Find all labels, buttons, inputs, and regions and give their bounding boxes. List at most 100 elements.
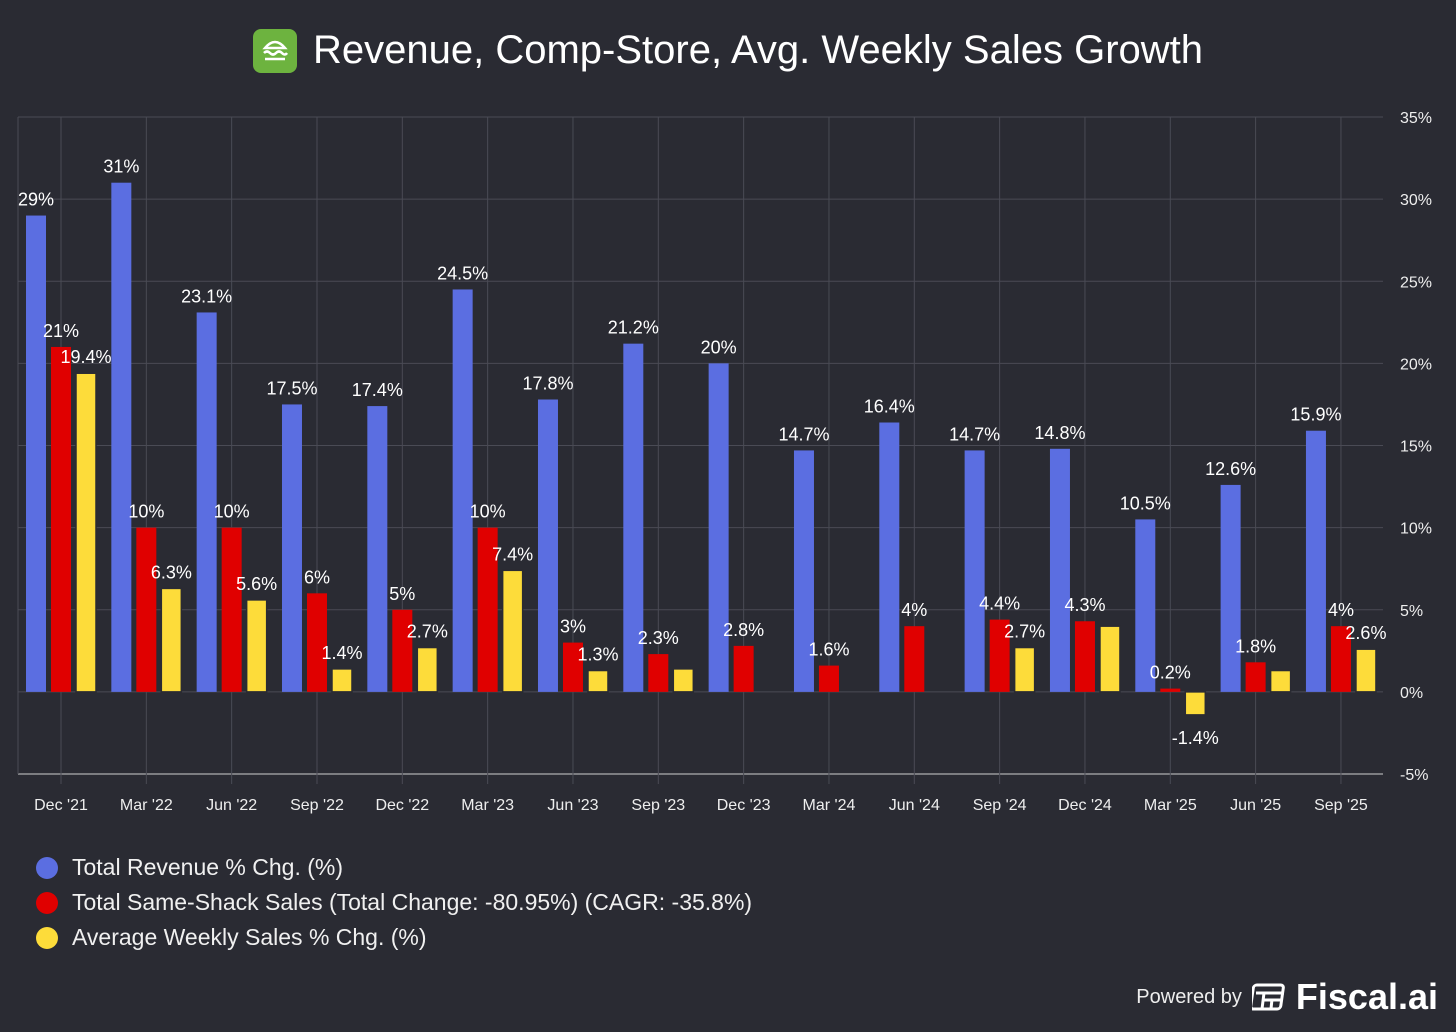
- legend-dot-icon: [36, 891, 58, 914]
- data-label: 4%: [901, 600, 927, 620]
- bar-same-shack: [136, 527, 157, 692]
- bar-revenue: [111, 182, 132, 692]
- bar-same-shack: [1160, 688, 1181, 692]
- bar-revenue: [537, 399, 558, 692]
- data-label: 3%: [560, 617, 586, 637]
- data-label: 14.8%: [1034, 423, 1085, 443]
- bar-avg-weekly: [672, 668, 695, 693]
- y-tick-label: 10%: [1400, 521, 1432, 538]
- legend-label: Total Revenue % Chg. (%): [72, 854, 344, 880]
- chart-title-bar: Revenue, Comp-Store, Avg. Weekly Sales G…: [0, 28, 1456, 73]
- powered-by: Powered by Fiscal.ai: [1136, 976, 1438, 1018]
- x-tick-label: Dec '21: [34, 797, 88, 814]
- data-label: 4.4%: [979, 594, 1020, 614]
- bar-same-shack: [648, 654, 669, 692]
- bar-same-shack: [392, 609, 413, 692]
- powered-by-label: Powered by: [1136, 985, 1242, 1008]
- data-label: 7.4%: [492, 544, 533, 564]
- data-label: 21%: [43, 321, 79, 341]
- bar-avg-weekly: [160, 587, 183, 693]
- data-label: 17.4%: [352, 380, 403, 400]
- data-label: 4%: [1328, 600, 1354, 620]
- legend: Total Revenue % Chg. (%) Total Same-Shack…: [36, 850, 752, 955]
- data-label: 1.8%: [1235, 636, 1276, 656]
- bar-same-shack: [818, 665, 839, 692]
- bar-avg-weekly: [501, 569, 524, 693]
- data-label: 15.9%: [1290, 405, 1341, 425]
- bar-avg-weekly: [416, 646, 439, 693]
- legend-label: Total Same-Shack Sales (Total Change: -8…: [72, 889, 753, 915]
- bar-avg-weekly: [1013, 646, 1036, 693]
- bar-revenue: [1135, 519, 1156, 692]
- bar-same-shack: [904, 626, 925, 692]
- bar-same-shack: [477, 527, 498, 692]
- bar-revenue: [964, 450, 985, 692]
- data-label: 14.7%: [778, 424, 829, 444]
- bar-avg-weekly: [1184, 691, 1207, 716]
- data-label: 2.6%: [1345, 623, 1386, 643]
- fiscal-brand: Fiscal.ai: [1295, 976, 1438, 1017]
- bar-same-shack: [1245, 662, 1266, 692]
- bar-avg-weekly: [587, 669, 609, 693]
- x-tick-label: Jun '25: [1230, 797, 1281, 814]
- bar-same-shack: [733, 645, 754, 692]
- bar-chart: -5% 0% 5% 10% 15% 20% 25% 30% 35% Dec '21 Mar '22 J…: [17, 110, 1432, 814]
- legend-item[interactable]: Total Revenue % Chg. (%): [36, 850, 752, 885]
- x-tick-label: Sep '23: [631, 797, 685, 814]
- bar-avg-weekly: [1355, 648, 1377, 693]
- x-tick-label: Dec '22: [375, 797, 429, 814]
- data-label: 19.4%: [60, 347, 111, 367]
- data-label: 12.6%: [1205, 459, 1256, 479]
- data-label: 17.8%: [522, 374, 573, 394]
- x-tick-label: Mar '22: [120, 797, 173, 814]
- data-label: 5%: [389, 584, 415, 604]
- bar-revenue: [879, 422, 900, 692]
- data-label: 29%: [18, 190, 54, 210]
- bar-same-shack: [1074, 621, 1095, 692]
- data-label: 2.7%: [1004, 622, 1045, 642]
- data-label: 14.7%: [949, 424, 1000, 444]
- bar-revenue: [793, 450, 814, 692]
- bar-revenue: [367, 406, 388, 692]
- data-label: 1.3%: [577, 645, 618, 665]
- bar-revenue: [1220, 484, 1241, 692]
- y-tick-label: 35%: [1400, 110, 1432, 127]
- legend-item[interactable]: Average Weekly Sales % Chg. (%): [36, 920, 752, 955]
- data-label: 6.3%: [151, 562, 192, 582]
- y-tick-label: 30%: [1400, 192, 1432, 209]
- bar-revenue: [26, 215, 46, 692]
- x-tick-label: Jun '22: [206, 797, 257, 814]
- y-tick-label: 25%: [1400, 274, 1432, 291]
- data-label: -1.4%: [1172, 728, 1219, 748]
- bar-same-shack: [1330, 626, 1351, 692]
- data-label: 20%: [701, 337, 737, 357]
- data-label: 6%: [304, 567, 330, 587]
- data-label: 0.2%: [1150, 663, 1191, 683]
- data-label: 4.3%: [1064, 595, 1105, 615]
- data-label: 2.8%: [723, 620, 764, 640]
- data-label: 23.1%: [181, 286, 232, 306]
- bar-revenue: [196, 312, 217, 692]
- bar-same-shack: [51, 346, 71, 692]
- bar-avg-weekly: [1269, 669, 1292, 693]
- legend-dot-icon: [36, 926, 58, 949]
- x-tick-label: Mar '24: [803, 797, 856, 814]
- bar-revenue: [452, 289, 473, 692]
- y-tick-label: 5%: [1400, 603, 1423, 620]
- bar-same-shack: [306, 593, 327, 692]
- legend-dot-icon: [36, 856, 58, 879]
- data-label: 10%: [470, 502, 506, 522]
- data-label: 2.3%: [638, 628, 679, 648]
- y-tick-label: 20%: [1400, 356, 1432, 373]
- data-label: 1.4%: [321, 643, 362, 663]
- x-tick-label: Dec '24: [1058, 797, 1112, 814]
- bar-revenue: [281, 404, 302, 692]
- y-tick-label: 0%: [1400, 685, 1423, 702]
- bar-same-shack: [562, 642, 583, 692]
- x-tick-label: Mar '23: [461, 797, 514, 814]
- fiscal-logo-icon: [1251, 983, 1285, 1011]
- legend-item[interactable]: Total Same-Shack Sales (Total Change: -8…: [36, 885, 752, 920]
- data-label: 17.5%: [266, 378, 317, 398]
- x-tick-label: Sep '22: [290, 797, 344, 814]
- data-label: 1.6%: [808, 640, 849, 660]
